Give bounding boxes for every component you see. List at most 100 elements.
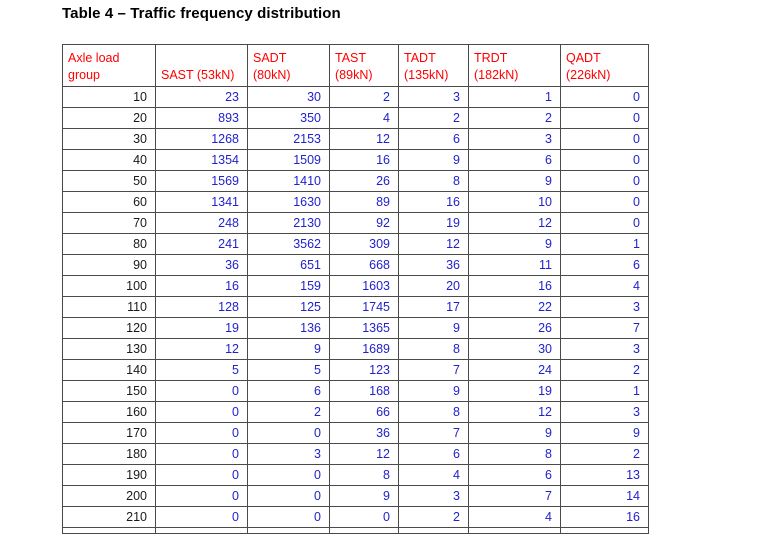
column-header-line1: Axle load [68,51,120,65]
value-cell: 24 [468,359,561,381]
table-row: 210 0 0 0 2 4 16 [62,506,649,528]
value-cell: 8 [468,443,561,465]
value-cell: 0 [560,170,649,192]
table-row: 180 0 3 12 6 8 2 [62,443,649,465]
traffic-frequency-table: Axle load group SAST (53kN) SADT (80kN) … [62,44,649,534]
value-cell: 9 [468,422,561,444]
column-header-line2: (226kN) [566,68,611,82]
value-cell: 16 [398,191,469,213]
value-cell: 1509 [247,149,330,171]
column-header-line2: group [68,68,100,82]
value-cell: 7 [398,359,469,381]
table-row: 90 36 651 668 36 11 6 [62,254,649,276]
value-cell: 12 [329,443,399,465]
value-cell: 16 [329,149,399,171]
table-body: 10 23 30 2 3 1 0 20 893 350 4 2 2 0 30 1… [62,86,649,528]
value-cell: 2 [560,443,649,465]
column-header-sadt: SADT (80kN) [247,44,330,87]
column-header-line2: (89kN) [335,68,373,82]
column-header-line1: SADT [253,51,287,65]
value-cell: 2 [247,401,330,423]
value-cell: 6 [247,380,330,402]
value-cell: 241 [155,233,248,255]
value-cell: 2 [398,506,469,528]
value-cell: 6 [560,254,649,276]
value-cell: 1410 [247,170,330,192]
axle-group-cell: 180 [62,443,156,465]
value-cell: 0 [155,506,248,528]
axle-group-cell: 150 [62,380,156,402]
value-cell: 893 [155,107,248,129]
empty-sliver-row [62,527,649,534]
value-cell: 7 [468,485,561,507]
value-cell: 9 [468,233,561,255]
value-cell: 0 [155,485,248,507]
column-header-line2: SAST (53kN) [161,68,235,82]
value-cell: 17 [398,296,469,318]
value-cell: 14 [560,485,649,507]
value-cell: 66 [329,401,399,423]
value-cell: 8 [398,170,469,192]
value-cell: 22 [468,296,561,318]
value-cell: 0 [560,86,649,108]
value-cell: 26 [468,317,561,339]
table-row: 100 16 159 1603 20 16 4 [62,275,649,297]
value-cell: 1569 [155,170,248,192]
axle-group-cell: 170 [62,422,156,444]
value-cell: 16 [560,506,649,528]
column-header-qadt: QADT (226kN) [560,44,649,87]
value-cell: 3 [398,485,469,507]
axle-group-cell: 190 [62,464,156,486]
axle-group-cell: 60 [62,191,156,213]
axle-group-cell: 160 [62,401,156,423]
column-header-tadt: TADT (135kN) [398,44,469,87]
value-cell: 11 [468,254,561,276]
value-cell: 0 [560,128,649,150]
table-row: 190 0 0 8 4 6 13 [62,464,649,486]
column-header-line1: TRDT [474,51,508,65]
value-cell: 12 [468,212,561,234]
value-cell: 30 [247,86,330,108]
value-cell: 159 [247,275,330,297]
table-row: 50 1569 1410 26 8 9 0 [62,170,649,192]
table-row: 200 0 0 9 3 7 14 [62,485,649,507]
value-cell: 1354 [155,149,248,171]
value-cell: 1 [560,380,649,402]
column-header-line1: TADT [404,51,436,65]
axle-group-cell: 50 [62,170,156,192]
value-cell: 8 [398,401,469,423]
value-cell: 12 [468,401,561,423]
table-caption: Table 4 – Traffic frequency distribution [62,5,341,22]
value-cell: 4 [398,464,469,486]
value-cell: 36 [155,254,248,276]
value-cell: 9 [468,170,561,192]
column-header-trdt: TRDT (182kN) [468,44,561,87]
value-cell: 2 [329,86,399,108]
value-cell: 0 [155,422,248,444]
value-cell: 89 [329,191,399,213]
column-header-sast: SAST (53kN) [155,44,248,87]
value-cell: 9 [398,380,469,402]
value-cell: 7 [560,317,649,339]
value-cell: 12 [329,128,399,150]
value-cell: 4 [560,275,649,297]
column-header-line2: (182kN) [474,68,519,82]
value-cell: 125 [247,296,330,318]
value-cell: 8 [329,464,399,486]
table-row: 120 19 136 1365 9 26 7 [62,317,649,339]
value-cell: 2 [398,107,469,129]
value-cell: 9 [247,338,330,360]
value-cell: 13 [560,464,649,486]
value-cell: 0 [560,212,649,234]
axle-group-cell: 200 [62,485,156,507]
value-cell: 10 [468,191,561,213]
value-cell: 0 [247,506,330,528]
value-cell: 4 [329,107,399,129]
value-cell: 1745 [329,296,399,318]
value-cell: 12 [398,233,469,255]
value-cell: 4 [468,506,561,528]
value-cell: 0 [155,464,248,486]
axle-group-cell: 90 [62,254,156,276]
table-row: 150 0 6 168 9 19 1 [62,380,649,402]
column-header-line2: (135kN) [404,68,449,82]
